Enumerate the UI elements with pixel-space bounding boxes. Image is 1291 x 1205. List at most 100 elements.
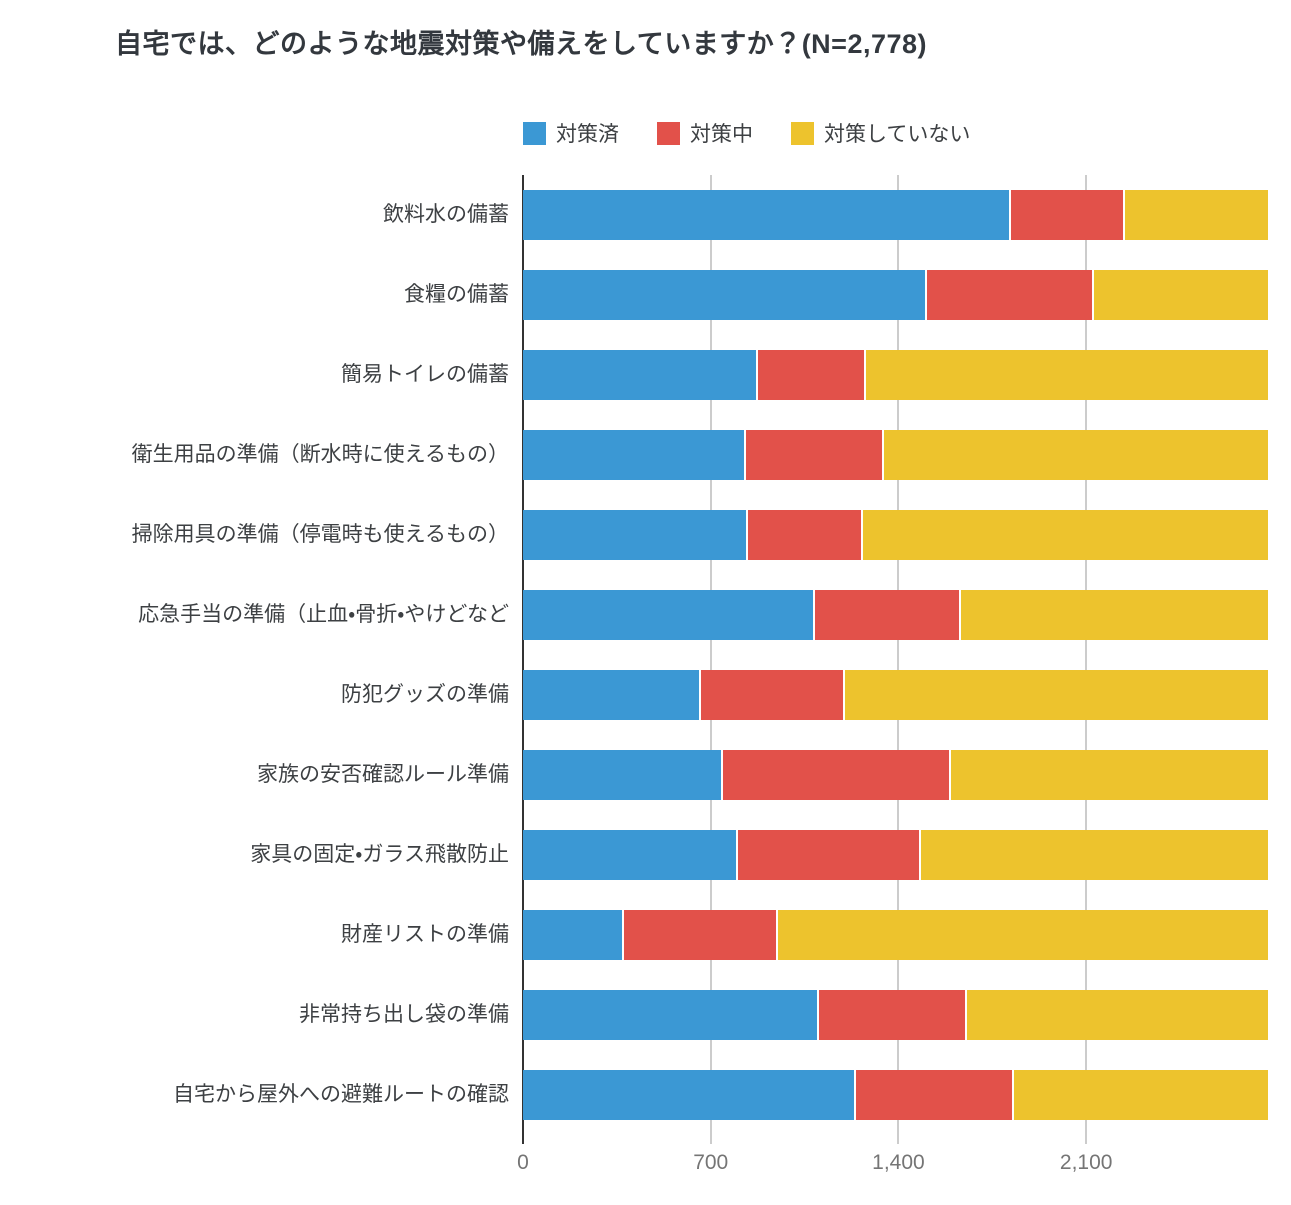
legend-item: 対策中: [657, 118, 753, 148]
bar-segment: [698, 670, 843, 720]
bar-segment: [523, 350, 757, 400]
bar-track: [523, 270, 1268, 320]
bar-segment: [1091, 270, 1268, 320]
category-label: 財産リストの準備: [341, 923, 509, 947]
bar-segment: [965, 990, 1268, 1040]
legend-label: 対策していない: [824, 123, 971, 146]
chart-row: 家具の固定・ガラス飛散防止: [0, 815, 1268, 895]
x-axis-tick: [709, 1135, 712, 1144]
bar-segment: [925, 270, 1092, 320]
bar-chart: 飲料水の備蓄食糧の備蓄簡易トイレの備蓄衛生用品の準備（断水時に使えるもの） 掃除用…: [0, 175, 1291, 1185]
category-label: 防犯グッズの準備: [341, 683, 509, 707]
bar-track: [523, 670, 1268, 720]
chart-row: 簡易トイレの備蓄: [0, 335, 1268, 415]
bar-track: [523, 750, 1268, 800]
grid-layer: [522, 175, 1268, 1135]
bar-segment: [523, 670, 699, 720]
bar-segment: [816, 990, 966, 1040]
bar-segment: [1009, 190, 1123, 240]
chart-row: 防犯グッズの準備: [0, 655, 1268, 735]
bar-segment: [1012, 1070, 1268, 1120]
legend-item: 対策していない: [791, 118, 970, 148]
chart-row: 飲料水の備蓄: [0, 175, 1268, 255]
bar-track: [523, 590, 1268, 640]
category-label: 応急手当の準備（止血・骨折・やけどなど: [138, 603, 509, 627]
legend-swatch-icon: [657, 121, 680, 145]
category-label: 自宅から屋外への避難ルートの確認: [173, 1083, 509, 1107]
legend-label: 対策済: [556, 123, 619, 146]
bar-track: [523, 910, 1268, 960]
category-label: 簡易トイレの備蓄: [341, 363, 509, 387]
y-axis-line: [522, 175, 524, 1135]
bar-segment: [523, 430, 744, 480]
x-axis-tick-label: 2,100: [1059, 1151, 1113, 1174]
x-axis-tick: [897, 1135, 900, 1144]
gridline: [709, 175, 712, 1135]
bar-segment: [523, 990, 817, 1040]
gridline: [1085, 175, 1088, 1135]
chart-row: 家族の安否確認ルール準備: [0, 735, 1268, 815]
chart-row: 応急手当の準備（止血・骨折・やけどなど: [0, 575, 1268, 655]
bar-segment: [523, 190, 1010, 240]
category-label: 非常持ち出し袋の準備: [299, 1003, 509, 1027]
x-axis-tick: [522, 1135, 524, 1144]
category-label: 衛生用品の準備（断水時に使えるもの）: [131, 443, 509, 467]
bar-segment: [958, 590, 1268, 640]
bar-track: [523, 1070, 1268, 1120]
bar-segment: [523, 750, 722, 800]
chart-row: 非常持ち出し袋の準備: [0, 975, 1268, 1055]
chart-title: 自宅では、どのような地震対策や備えをしていますか？(N=2,778): [115, 29, 928, 59]
bar-segment: [882, 430, 1268, 480]
bar-segment: [863, 350, 1268, 400]
chart-row: 自宅から屋外への避難ルートの確認: [0, 1055, 1268, 1135]
bar-segment: [1122, 190, 1268, 240]
chart-row: 食糧の備蓄: [0, 255, 1268, 335]
rows: 飲料水の備蓄食糧の備蓄簡易トイレの備蓄衛生用品の準備（断水時に使えるもの） 掃除用…: [0, 175, 1268, 1135]
bar-segment: [949, 750, 1268, 800]
bar-track: [523, 350, 1268, 400]
x-axis-tick: [1085, 1135, 1088, 1144]
x-axis-tick-label: 1,400: [872, 1151, 925, 1174]
bar-segment: [721, 750, 950, 800]
legend: 対策済 対策中 対策していない: [523, 118, 970, 148]
bar-track: [523, 830, 1268, 880]
bar-segment: [523, 910, 623, 960]
bar-segment: [743, 430, 883, 480]
bar-segment: [622, 910, 776, 960]
x-axis: 0 700 1,400 2,100: [0, 1135, 1268, 1185]
x-axis-tick-label: 0: [517, 1151, 529, 1174]
bar-segment: [918, 830, 1268, 880]
legend-swatch-icon: [523, 121, 546, 145]
x-axis-tick-label: 700: [693, 1151, 729, 1174]
category-label: 家具の固定・ガラス飛散防止: [250, 843, 509, 867]
bar-segment: [523, 270, 926, 320]
legend-label: 対策中: [690, 123, 753, 146]
bar-track: [523, 430, 1268, 480]
bar-segment: [736, 830, 919, 880]
bar-segment: [746, 510, 862, 560]
bar-segment: [854, 1070, 1013, 1120]
bar-segment: [523, 590, 814, 640]
legend-swatch-icon: [791, 121, 814, 145]
category-label: 飲料水の備蓄: [383, 203, 509, 227]
bar-track: [523, 190, 1268, 240]
gridline: [897, 175, 900, 1135]
bar-track: [523, 510, 1268, 560]
chart-row: 掃除用具の準備（停電時も使えるもの）: [0, 495, 1268, 575]
category-label: 食糧の備蓄: [404, 283, 509, 307]
category-label: 家族の安否確認ルール準備: [257, 763, 509, 787]
bar-segment: [775, 910, 1268, 960]
chart-row: 財産リストの準備: [0, 895, 1268, 975]
bar-segment: [523, 830, 737, 880]
bar-segment: [523, 510, 747, 560]
chart-row: 衛生用品の準備（断水時に使えるもの）: [0, 415, 1268, 495]
bar-segment: [756, 350, 864, 400]
legend-item: 対策済: [523, 118, 619, 148]
bar-segment: [842, 670, 1268, 720]
bar-segment: [813, 590, 959, 640]
bar-segment: [861, 510, 1268, 560]
category-label: 掃除用具の準備（停電時も使えるもの）: [131, 523, 509, 547]
bar-segment: [523, 1070, 855, 1120]
bar-track: [523, 990, 1268, 1040]
